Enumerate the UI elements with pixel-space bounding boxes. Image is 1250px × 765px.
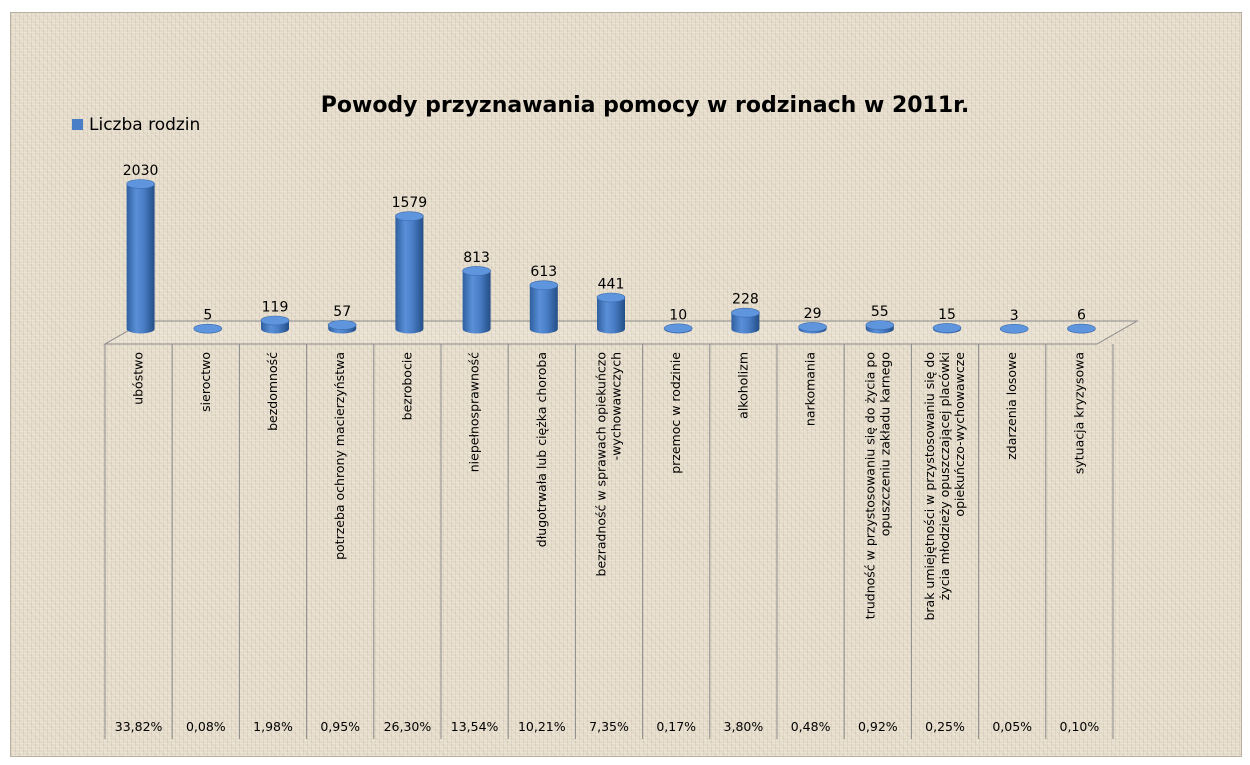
category-label: życia młodzieży opuszczającej placówki <box>937 352 952 600</box>
category-label: niepełnosprawność <box>467 352 482 472</box>
bar-top <box>395 211 424 222</box>
category-label: brak umiejętności w przystosowaniu się d… <box>922 352 937 621</box>
category-label: alkoholizm <box>735 352 750 419</box>
percentage-label: 3,80% <box>724 719 764 734</box>
legend-label: Liczba rodzin <box>89 115 200 135</box>
category-label: opiekuńczo-wychowawcze <box>952 352 967 517</box>
bar-top <box>1067 323 1096 334</box>
data-label: 613 <box>530 264 557 280</box>
category-label: opuszczeniu zakładu karnego <box>877 352 892 536</box>
bars-layer: 2030 5 119 57 1579 813 613 441 10 228 29 55 15 3 6 <box>123 163 1096 334</box>
bar-body <box>597 297 625 334</box>
bar-top <box>327 320 357 330</box>
category-label: narkomania <box>803 352 818 426</box>
bar-top <box>193 323 223 334</box>
category-label: trudność w przystosowaniu się do życia p… <box>862 352 877 619</box>
data-label: 5 <box>203 308 212 324</box>
chart-area <box>10 12 1242 757</box>
data-label: 813 <box>463 250 490 266</box>
data-label: 57 <box>333 304 351 320</box>
bar-top <box>865 320 895 330</box>
bar <box>193 323 223 334</box>
bar <box>663 323 693 334</box>
percentage-label: 0,05% <box>992 719 1032 734</box>
bar <box>260 315 290 334</box>
bar-body <box>462 270 491 334</box>
category-label: -wychowawczych <box>609 352 624 460</box>
bar-body <box>126 184 155 334</box>
percentage-label: 0,17% <box>656 719 696 734</box>
bar-top <box>126 179 155 189</box>
bar <box>327 320 357 334</box>
category-label: długotrwała lub ciężka choroba <box>534 352 549 547</box>
category-label: ubóstwo <box>131 352 146 405</box>
bar-top <box>798 322 827 332</box>
bar <box>865 320 895 334</box>
bar <box>462 266 491 334</box>
bar <box>999 323 1029 334</box>
bar-top <box>932 323 962 333</box>
data-label: 3 <box>1010 308 1019 324</box>
bar-top <box>260 315 290 326</box>
category-label: bezrobocie <box>399 352 414 421</box>
percentage-label: 33,82% <box>115 719 163 734</box>
bar-top <box>999 323 1029 334</box>
percentage-label: 0,95% <box>320 719 360 734</box>
bar <box>932 323 962 334</box>
percentage-label: 26,30% <box>384 719 432 734</box>
percentage-label: 7,35% <box>589 719 629 734</box>
percentage-label: 0,08% <box>186 719 226 734</box>
percentage-label: 0,25% <box>925 719 965 734</box>
data-label: 6 <box>1077 308 1086 324</box>
category-label: bezdomność <box>265 352 280 431</box>
bar <box>1067 323 1096 334</box>
category-label: zdarzenia losowe <box>1004 352 1019 460</box>
legend-swatch <box>72 119 83 130</box>
data-label: 441 <box>598 277 625 293</box>
bar-body <box>731 312 760 334</box>
percentage-label: 13,54% <box>451 719 499 734</box>
bar-top <box>731 307 760 318</box>
data-label: 10 <box>669 307 687 323</box>
data-label: 228 <box>732 292 759 308</box>
bar-body <box>529 285 558 334</box>
chart-title: Powody przyznawania pomocy w rodzinach w… <box>321 93 970 118</box>
data-label: 1579 <box>392 195 428 211</box>
data-label: 29 <box>804 306 822 322</box>
data-label: 55 <box>871 304 889 320</box>
bar <box>798 322 827 334</box>
percentage-label: 10,21% <box>518 719 566 734</box>
bar <box>529 280 559 334</box>
data-label: 2030 <box>123 163 159 179</box>
category-label: sytuacja kryzysowa <box>1071 352 1086 474</box>
percentage-label: 0,92% <box>858 719 898 734</box>
data-label: 119 <box>262 300 289 316</box>
category-label: potrzeba ochrony macierzyństwa <box>332 352 347 560</box>
percentage-label: 1,98% <box>253 719 293 734</box>
bar <box>596 292 626 334</box>
bar-top <box>596 292 626 303</box>
percentage-label: 0,10% <box>1060 719 1100 734</box>
bar <box>395 211 424 334</box>
percentage-label: 0,48% <box>791 719 831 734</box>
category-label: sieroctwo <box>198 352 213 412</box>
category-label: przemoc w rodzinie <box>668 352 683 474</box>
category-label: bezradność w sprawach opiekuńczo <box>594 352 609 576</box>
bar <box>731 307 760 334</box>
bar-top <box>462 266 491 276</box>
bar-body <box>395 216 424 334</box>
bar-top <box>529 280 559 291</box>
bar <box>126 179 155 334</box>
category-table: ubóstwo 33,82% sieroctwo 0,08% bezdomność 1,9… <box>104 344 1114 739</box>
bar-top <box>663 323 693 334</box>
legend: Liczba rodzin <box>72 115 200 135</box>
data-label: 15 <box>938 307 956 323</box>
